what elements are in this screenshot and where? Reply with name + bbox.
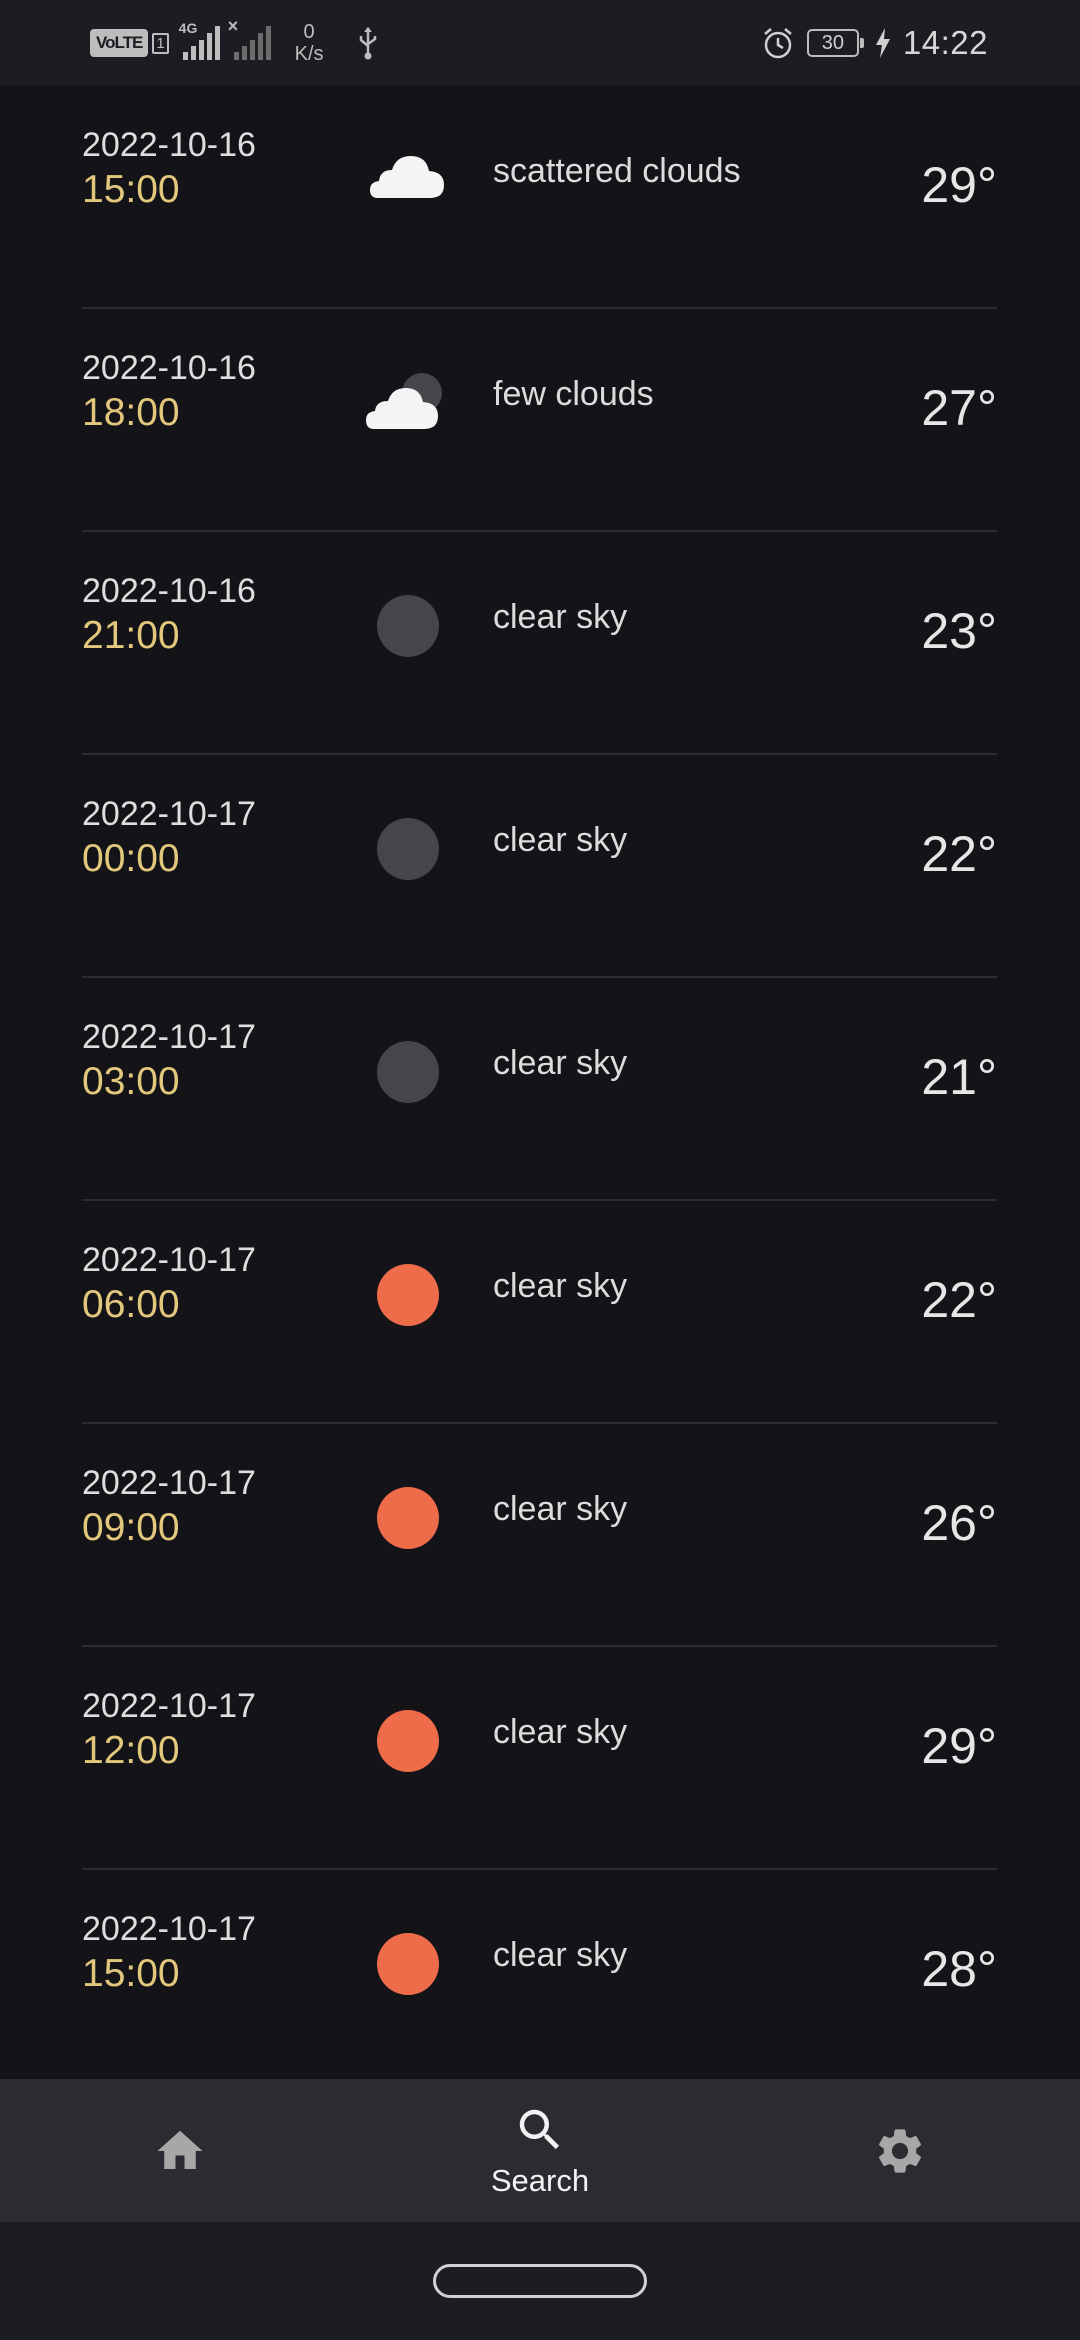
moon-icon (360, 801, 456, 897)
battery-icon: 30 (806, 29, 864, 57)
bottom-navigation: Search (0, 2079, 1080, 2222)
forecast-description: clear sky (493, 1936, 628, 1974)
forecast-temperature: 29° (921, 1718, 997, 1774)
forecast-time: 00:00 (82, 837, 180, 880)
scattered-clouds-icon (360, 132, 456, 228)
volte-badge: VoLTE (90, 29, 149, 57)
status-bar-right: 30 14:22 (761, 16, 988, 70)
forecast-description: clear sky (493, 1267, 628, 1305)
sim-slot-badge: 1 (152, 32, 169, 54)
forecast-description: clear sky (493, 598, 628, 636)
forecast-time: 15:00 (82, 1952, 180, 1995)
moon-icon (360, 1024, 456, 1120)
row-divider (82, 1868, 997, 1870)
network-speed-value: 0 (303, 21, 315, 43)
row-divider (82, 307, 997, 309)
charging-bolt-icon (875, 28, 890, 58)
alarm-icon (764, 28, 792, 59)
forecast-date: 2022-10-17 (82, 1018, 256, 1056)
nav-search-button[interactable]: Search (440, 2079, 640, 2222)
forecast-list[interactable]: 2022-10-16 15:00 scattered clouds 29° 2022-1… (0, 86, 1080, 2079)
forecast-row: 2022-10-16 15:00 scattered clouds 29° (0, 86, 1080, 309)
forecast-date: 2022-10-17 (82, 1464, 256, 1502)
forecast-time: 06:00 (82, 1283, 180, 1326)
forecast-date: 2022-10-16 (82, 349, 256, 387)
forecast-row: 2022-10-17 00:00 clear sky 22° (0, 755, 1080, 978)
row-divider (82, 1645, 997, 1647)
forecast-date: 2022-10-16 (82, 126, 256, 164)
forecast-date: 2022-10-16 (82, 572, 256, 610)
forecast-time: 21:00 (82, 614, 180, 657)
home-icon (157, 2130, 203, 2169)
gesture-area (0, 2222, 1080, 2340)
forecast-description: clear sky (493, 1044, 628, 1082)
sun-icon (360, 1693, 456, 1789)
gear-icon (878, 2128, 922, 2173)
forecast-temperature: 22° (921, 826, 997, 882)
sun-icon (360, 1470, 456, 1566)
forecast-temperature: 22° (921, 1272, 997, 1328)
row-divider (82, 1422, 997, 1424)
forecast-row: 2022-10-16 18:00 few clouds 27° (0, 309, 1080, 532)
nav-settings-button[interactable] (800, 2079, 1000, 2222)
forecast-time: 15:00 (82, 168, 180, 211)
forecast-row: 2022-10-17 03:00 clear sky 21° (0, 978, 1080, 1201)
forecast-row: 2022-10-17 12:00 clear sky 29° (0, 1647, 1080, 1870)
forecast-description: clear sky (493, 1490, 628, 1528)
gesture-home-handle[interactable] (433, 2264, 647, 2298)
status-bar-left: VoLTE 1 4G × 0 K/s (90, 16, 380, 70)
forecast-date: 2022-10-17 (82, 1910, 256, 1948)
sun-icon (360, 1916, 456, 2012)
status-bar: VoLTE 1 4G × 0 K/s (0, 0, 1080, 86)
sun-icon (360, 1247, 456, 1343)
forecast-temperature: 26° (921, 1495, 997, 1551)
forecast-description: clear sky (493, 821, 628, 859)
nav-home-button[interactable] (80, 2079, 280, 2222)
forecast-time: 12:00 (82, 1729, 180, 1772)
network-speed-unit: K/s (294, 43, 324, 65)
row-divider (82, 530, 997, 532)
forecast-temperature: 29° (921, 157, 997, 213)
status-clock: 14:22 (902, 24, 988, 61)
forecast-date: 2022-10-17 (82, 795, 256, 833)
forecast-temperature: 21° (921, 1049, 997, 1105)
forecast-date: 2022-10-17 (82, 1687, 256, 1725)
moon-icon (360, 578, 456, 674)
forecast-time: 03:00 (82, 1060, 180, 1103)
forecast-description: few clouds (493, 375, 654, 413)
forecast-temperature: 23° (921, 603, 997, 659)
battery-level: 30 (821, 31, 845, 54)
signal-strength-icon: 4G (179, 20, 220, 60)
forecast-temperature: 27° (921, 380, 997, 436)
row-divider (82, 1199, 997, 1201)
forecast-description: clear sky (493, 1713, 628, 1751)
nav-search-label: Search (490, 2162, 590, 2198)
forecast-row: 2022-10-17 09:00 clear sky 26° (0, 1424, 1080, 1647)
row-divider (82, 976, 997, 978)
few-clouds-night-icon (360, 355, 456, 451)
forecast-row: 2022-10-16 21:00 clear sky 23° (0, 532, 1080, 755)
usb-icon (359, 27, 376, 60)
forecast-temperature: 28° (921, 1941, 997, 1997)
search-icon (519, 2109, 560, 2149)
network-type-label: 4G (178, 20, 198, 36)
forecast-description: scattered clouds (493, 152, 741, 190)
forecast-date: 2022-10-17 (82, 1241, 256, 1279)
forecast-row: 2022-10-17 06:00 clear sky 22° (0, 1201, 1080, 1424)
row-divider (82, 753, 997, 755)
network-speed: 0 K/s (295, 21, 324, 65)
forecast-time: 09:00 (82, 1506, 180, 1549)
forecast-time: 18:00 (82, 391, 180, 434)
no-signal-icon: × (228, 16, 271, 60)
forecast-row: 2022-10-17 15:00 clear sky 28° (0, 1870, 1080, 2079)
